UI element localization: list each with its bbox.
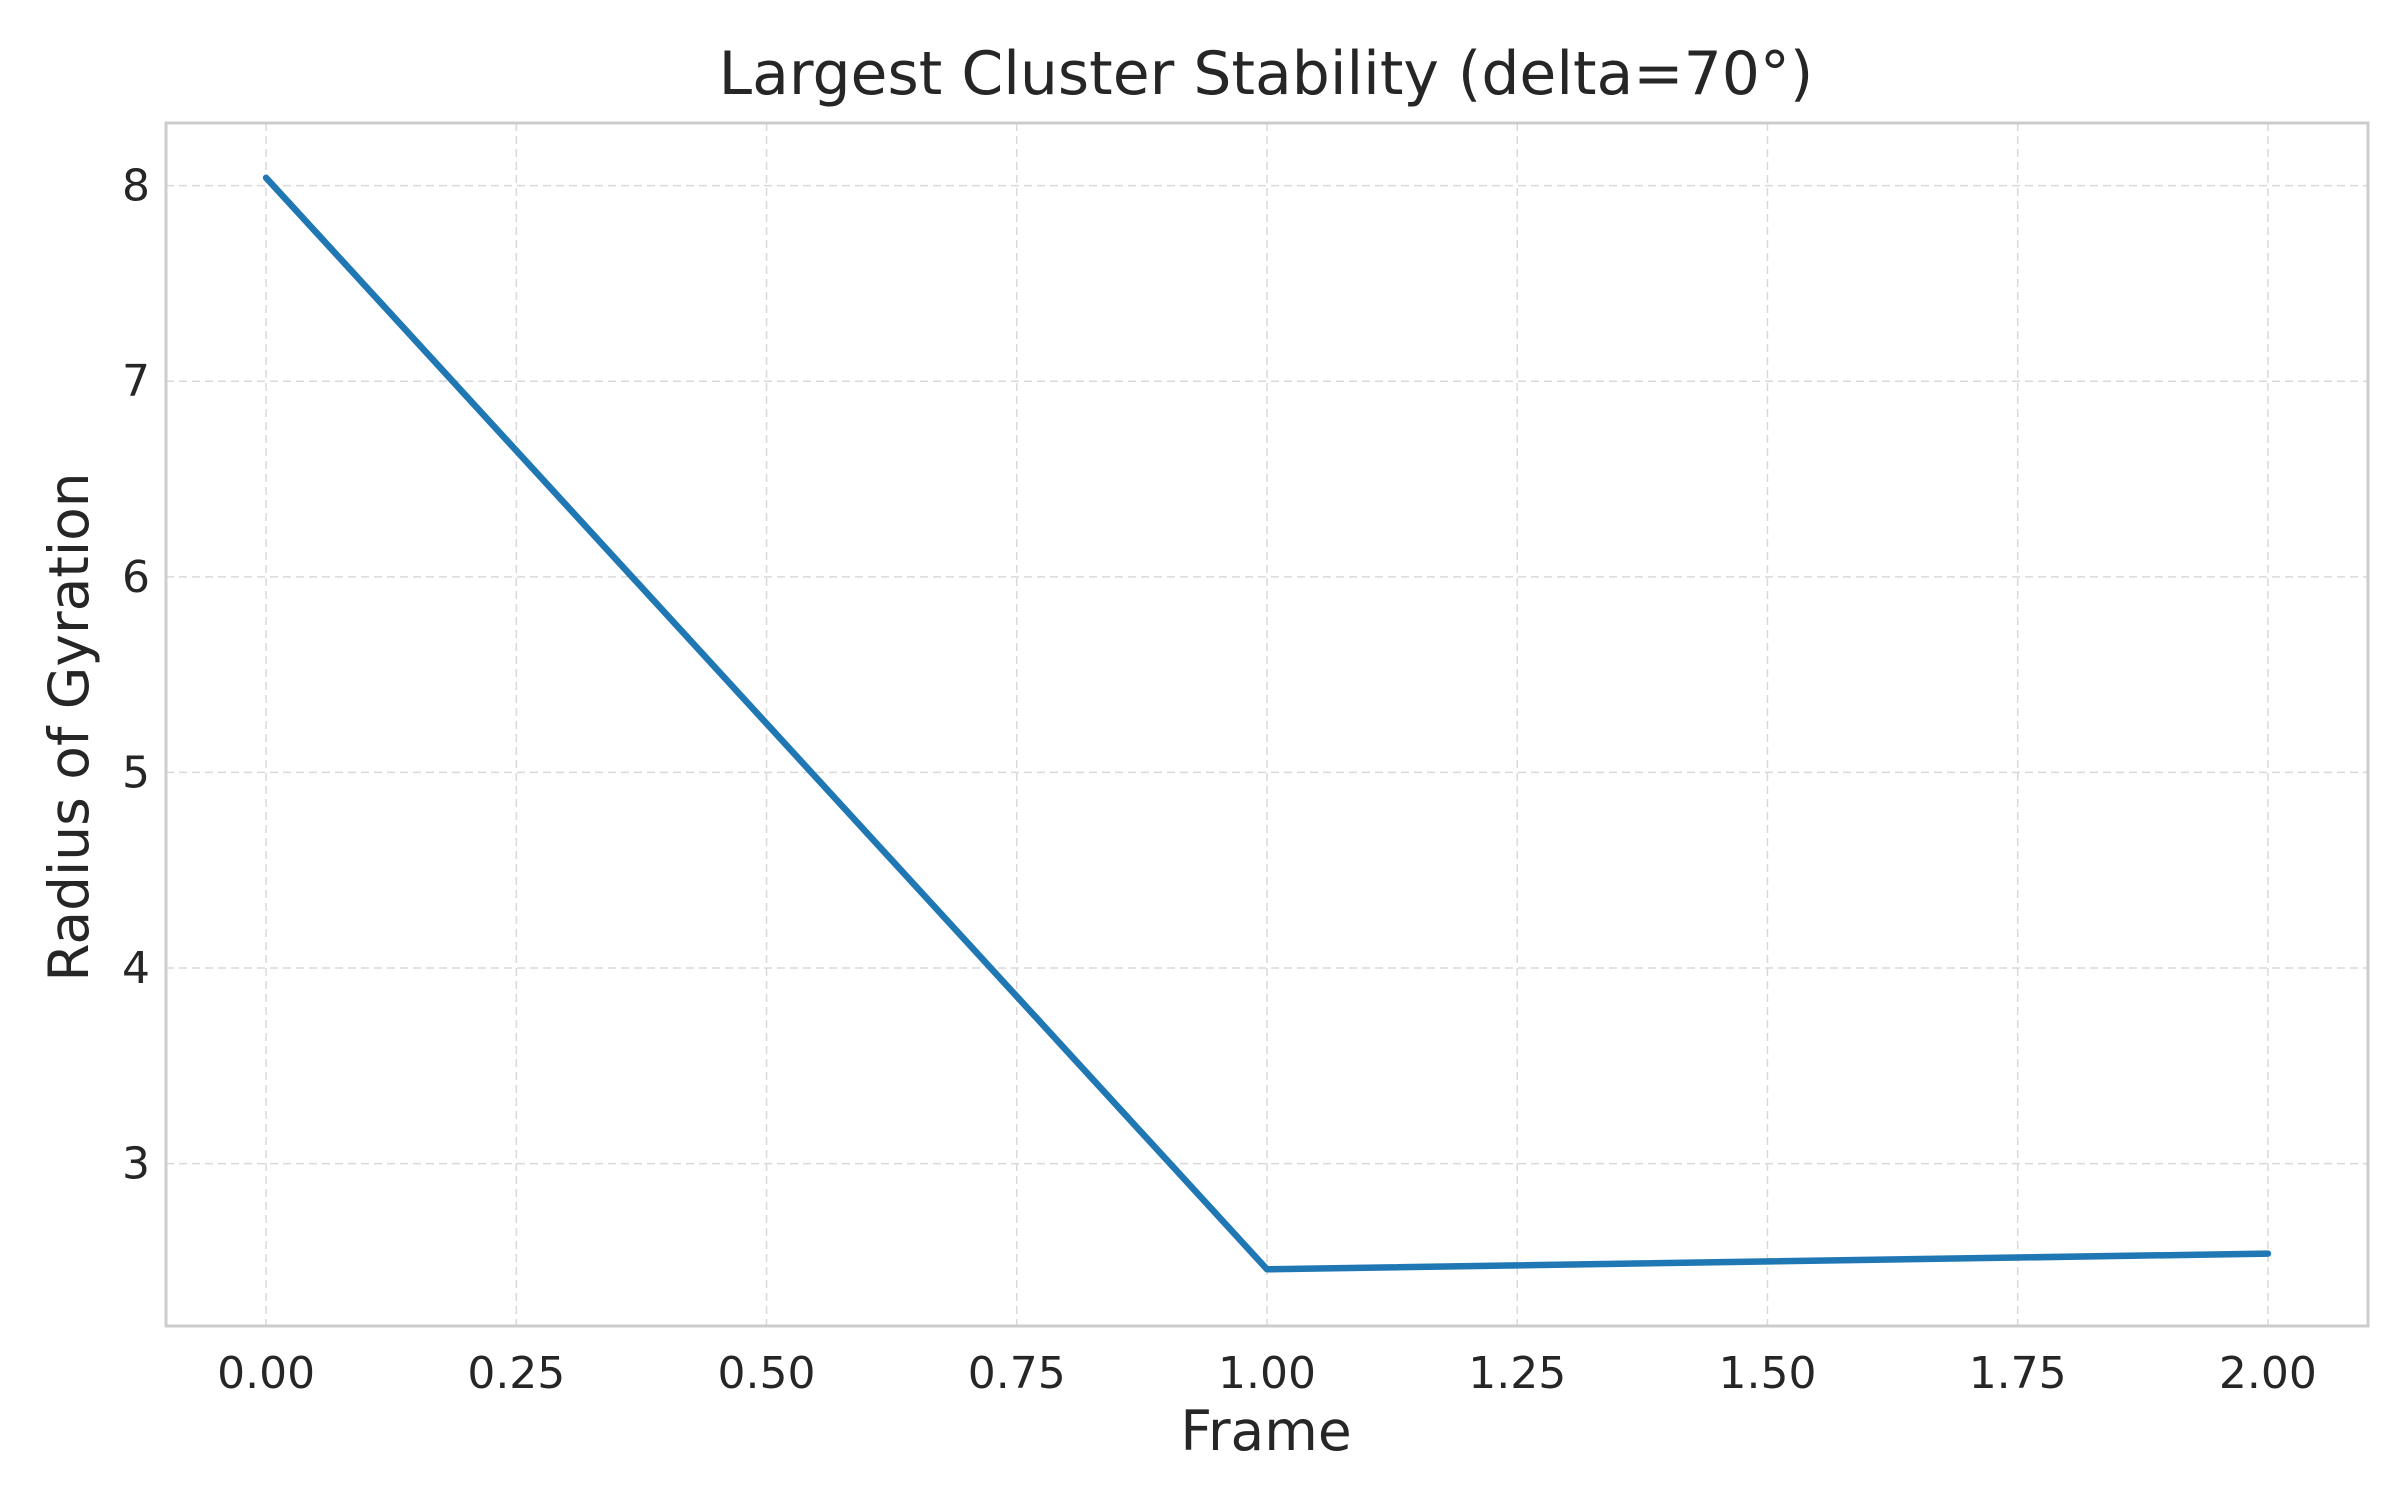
x-tick-label: 1.50	[1718, 1348, 1816, 1399]
plot-frame	[164, 121, 2370, 1328]
y-tick-label: 3	[122, 1139, 150, 1190]
y-tick-label: 5	[122, 747, 150, 798]
x-tick-label: 1.75	[1969, 1348, 2067, 1399]
x-tick-labels: 0.00 0.25 0.50 0.75 1.00 1.25 1.50 1.75 2.00	[217, 1348, 2317, 1399]
x-tick-label: 0.50	[718, 1348, 816, 1399]
x-gridlines	[265, 123, 2269, 1326]
y-tick-label: 6	[122, 552, 150, 603]
x-tick-label: 2.00	[2219, 1348, 2317, 1399]
y-tick-label: 7	[122, 356, 150, 407]
y-tick-labels: 3 4 5 6 7 8	[122, 161, 150, 1190]
y-tick-label: 4	[122, 943, 150, 994]
y-axis-label: Radius of Gyration	[37, 472, 101, 981]
x-tick-label: 1.25	[1468, 1348, 1566, 1399]
chart-title: Largest Cluster Stability (delta=70°)	[719, 39, 1814, 109]
series-line	[262, 174, 2272, 1273]
x-tick-label: 0.00	[217, 1348, 315, 1399]
x-tick-label: 0.25	[467, 1348, 565, 1399]
y-tick-label: 8	[122, 161, 150, 212]
y-gridlines	[166, 184, 2368, 1165]
x-tick-label: 0.75	[968, 1348, 1066, 1399]
series-layer	[262, 174, 2272, 1273]
x-axis-label: Frame	[1180, 1399, 1351, 1463]
x-tick-label: 1.00	[1218, 1348, 1316, 1399]
